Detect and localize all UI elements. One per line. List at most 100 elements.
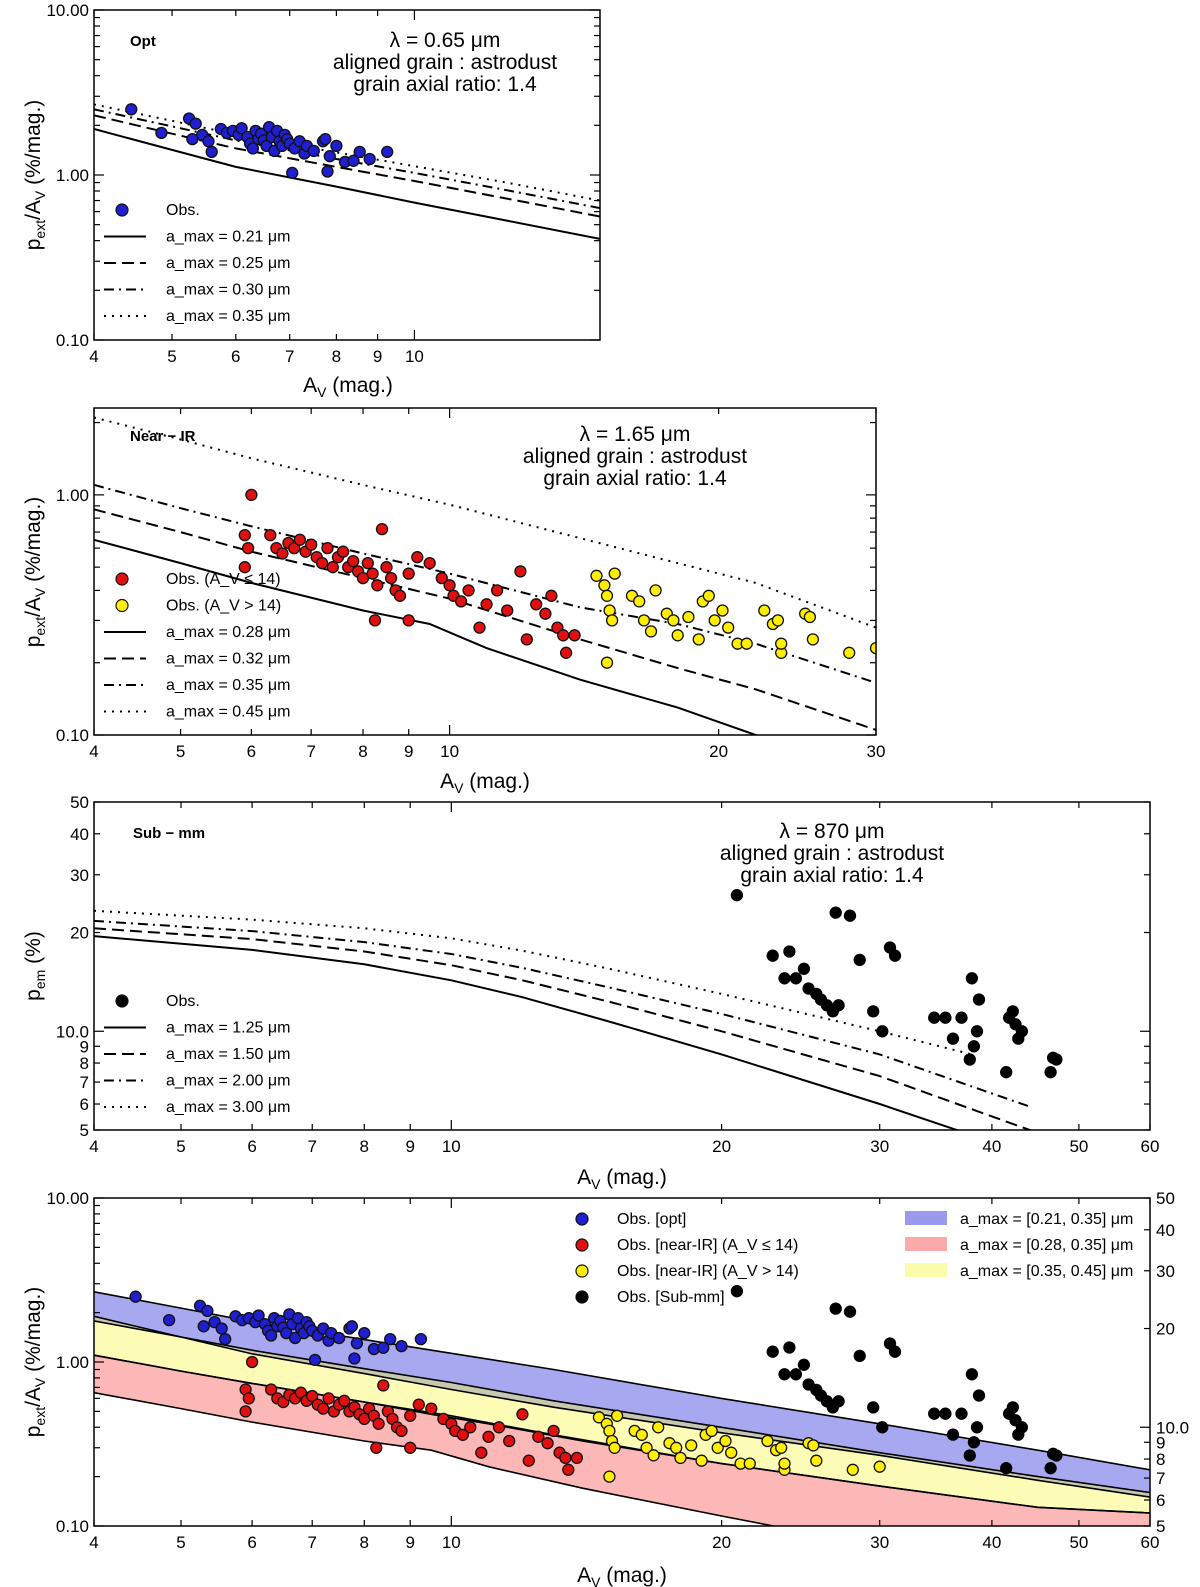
panel-near-ir: 4 5 6 7 8 9 10 20 30 0.10 1.00 Near − IR λ = 1.65 … [22,407,885,796]
data-point [435,571,448,585]
legend-marker [115,598,129,613]
legend-label: a_max = 1.25 μm [166,1020,290,1037]
data-point [716,604,729,617]
data-point [530,598,543,611]
data-point [843,909,857,922]
series-line [94,927,1033,1130]
data-point [829,1302,842,1315]
data-point [276,547,289,560]
x-tick-label: 8 [358,742,367,761]
x-tick-label: 20 [712,1533,731,1552]
data-point [846,1463,859,1476]
data-point [402,614,415,627]
data-point [758,604,771,617]
data-point [125,103,138,116]
band-overlap [94,1316,1150,1498]
data-point [797,962,811,975]
data-point [443,579,456,592]
series-line [94,128,600,240]
data-point [462,584,475,597]
data-point [603,1470,616,1483]
annotation-line: grain axial ratio: 1.4 [543,467,727,490]
data-point [326,561,339,574]
data-point [482,1430,495,1443]
data-point [371,579,384,592]
x-tick-label: 4 [89,1137,98,1156]
data-point [288,541,301,555]
panel-tag: Sub − mm [133,825,205,842]
band-edge [94,1315,1150,1498]
data-point [264,1329,278,1342]
x-tick-label: 9 [405,1137,414,1156]
data-point [608,1441,621,1454]
data-point [843,1305,857,1318]
panel-optical: 4 5 6 7 8 9 10 0.10 1.00 10.00 Opt λ = 0.65 μmali… [22,1,601,400]
data-point [541,1437,554,1450]
data-point [955,1407,968,1420]
data-point [238,528,251,542]
y-tick-label: 6 [80,1095,89,1114]
data-point [705,1424,718,1438]
y-tick-label: 1.00 [56,486,89,505]
data-point [600,589,614,602]
data-point [377,1379,390,1392]
data-point [338,1394,351,1407]
data-point [395,1424,408,1438]
data-point [423,556,436,570]
data-point [725,1446,738,1459]
legend: Obs. a_max = 1.25 μm a_max = 1.50 μm a_max … [104,993,290,1116]
data-point [503,1434,516,1448]
data-point [501,604,514,617]
legend-label: a_max = 0.21 μm [166,229,290,246]
data-point [667,614,680,627]
data-point [516,1408,529,1421]
band-area [94,1355,1150,1526]
data-point [219,1332,232,1346]
data-point [321,165,334,178]
x-tick-label: 5 [176,1533,185,1552]
annotation-line: λ = 1.65 μm [580,423,691,446]
data-point [411,551,424,564]
data-point [1015,1421,1029,1434]
data-point [797,1358,811,1371]
x-axis-label: AV (mag.) [577,1564,667,1587]
data-point [766,949,779,962]
data-point [888,949,902,962]
data-point [370,1441,383,1454]
y-tick-label: 30 [70,866,89,885]
data-point [807,1439,820,1452]
right-y-tick-label: 9 [1156,1433,1165,1452]
data-point [647,1449,660,1462]
series-line [94,538,759,735]
x-tick-label: 4 [89,742,98,761]
right-y-tick-label: 10.0 [1156,1418,1189,1437]
data-point [608,567,621,580]
legend-label: a_max = 0.28 μm [166,624,290,641]
data-point [775,637,788,650]
data-point [708,614,721,627]
y-tick-label: 10.0 [56,1022,89,1041]
legend-swatch [905,1263,947,1277]
data-point [366,567,379,580]
data-point [832,999,845,1012]
legend-label: Obs. (A_V ≤ 14) [166,571,281,588]
data-point [377,1341,390,1354]
x-tick-label: 20 [712,1137,731,1156]
data-point [778,972,791,985]
data-point [464,1421,477,1434]
data-point [402,567,415,580]
x-tick-label: 8 [332,347,341,366]
data-point [492,1421,506,1434]
data-point [970,1421,984,1434]
y-tick-label: 0.10 [56,331,89,350]
legend-marker [575,1264,589,1278]
data-point [162,1313,176,1327]
data-point [730,1285,744,1298]
legend-label: Obs. [near-IR] (A_V > 14) [617,1263,799,1280]
band-edge [94,1291,1150,1471]
legend-marker [115,994,129,1008]
data-point [350,1337,364,1350]
data-point [242,1392,255,1405]
